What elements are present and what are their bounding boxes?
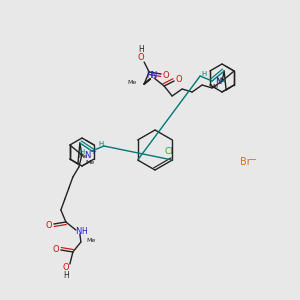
Text: Br: Br [240,157,251,167]
Text: H: H [146,71,152,80]
Text: H: H [202,70,207,76]
Text: H: H [98,140,104,146]
Text: N: N [75,227,81,236]
Text: O: O [63,263,69,272]
Text: +: + [90,149,96,155]
Text: O: O [52,244,59,253]
Text: H: H [79,149,85,155]
Text: O: O [163,70,169,80]
Text: H: H [63,271,69,280]
Text: N: N [84,152,90,160]
Text: Me: Me [86,238,95,242]
Text: H: H [81,227,87,236]
Text: Me: Me [85,160,94,164]
Text: Me: Me [128,80,137,85]
Text: Me: Me [209,85,219,89]
Text: H: H [220,78,225,84]
Text: H: H [138,46,144,55]
Text: O: O [46,220,52,230]
Text: N: N [215,77,221,86]
Text: Me: Me [217,79,226,83]
Text: N: N [150,71,156,80]
Text: Cl: Cl [165,148,174,157]
Text: Me: Me [78,154,88,158]
Text: −: − [249,155,257,165]
Text: O: O [138,52,144,62]
Text: O: O [176,74,182,83]
